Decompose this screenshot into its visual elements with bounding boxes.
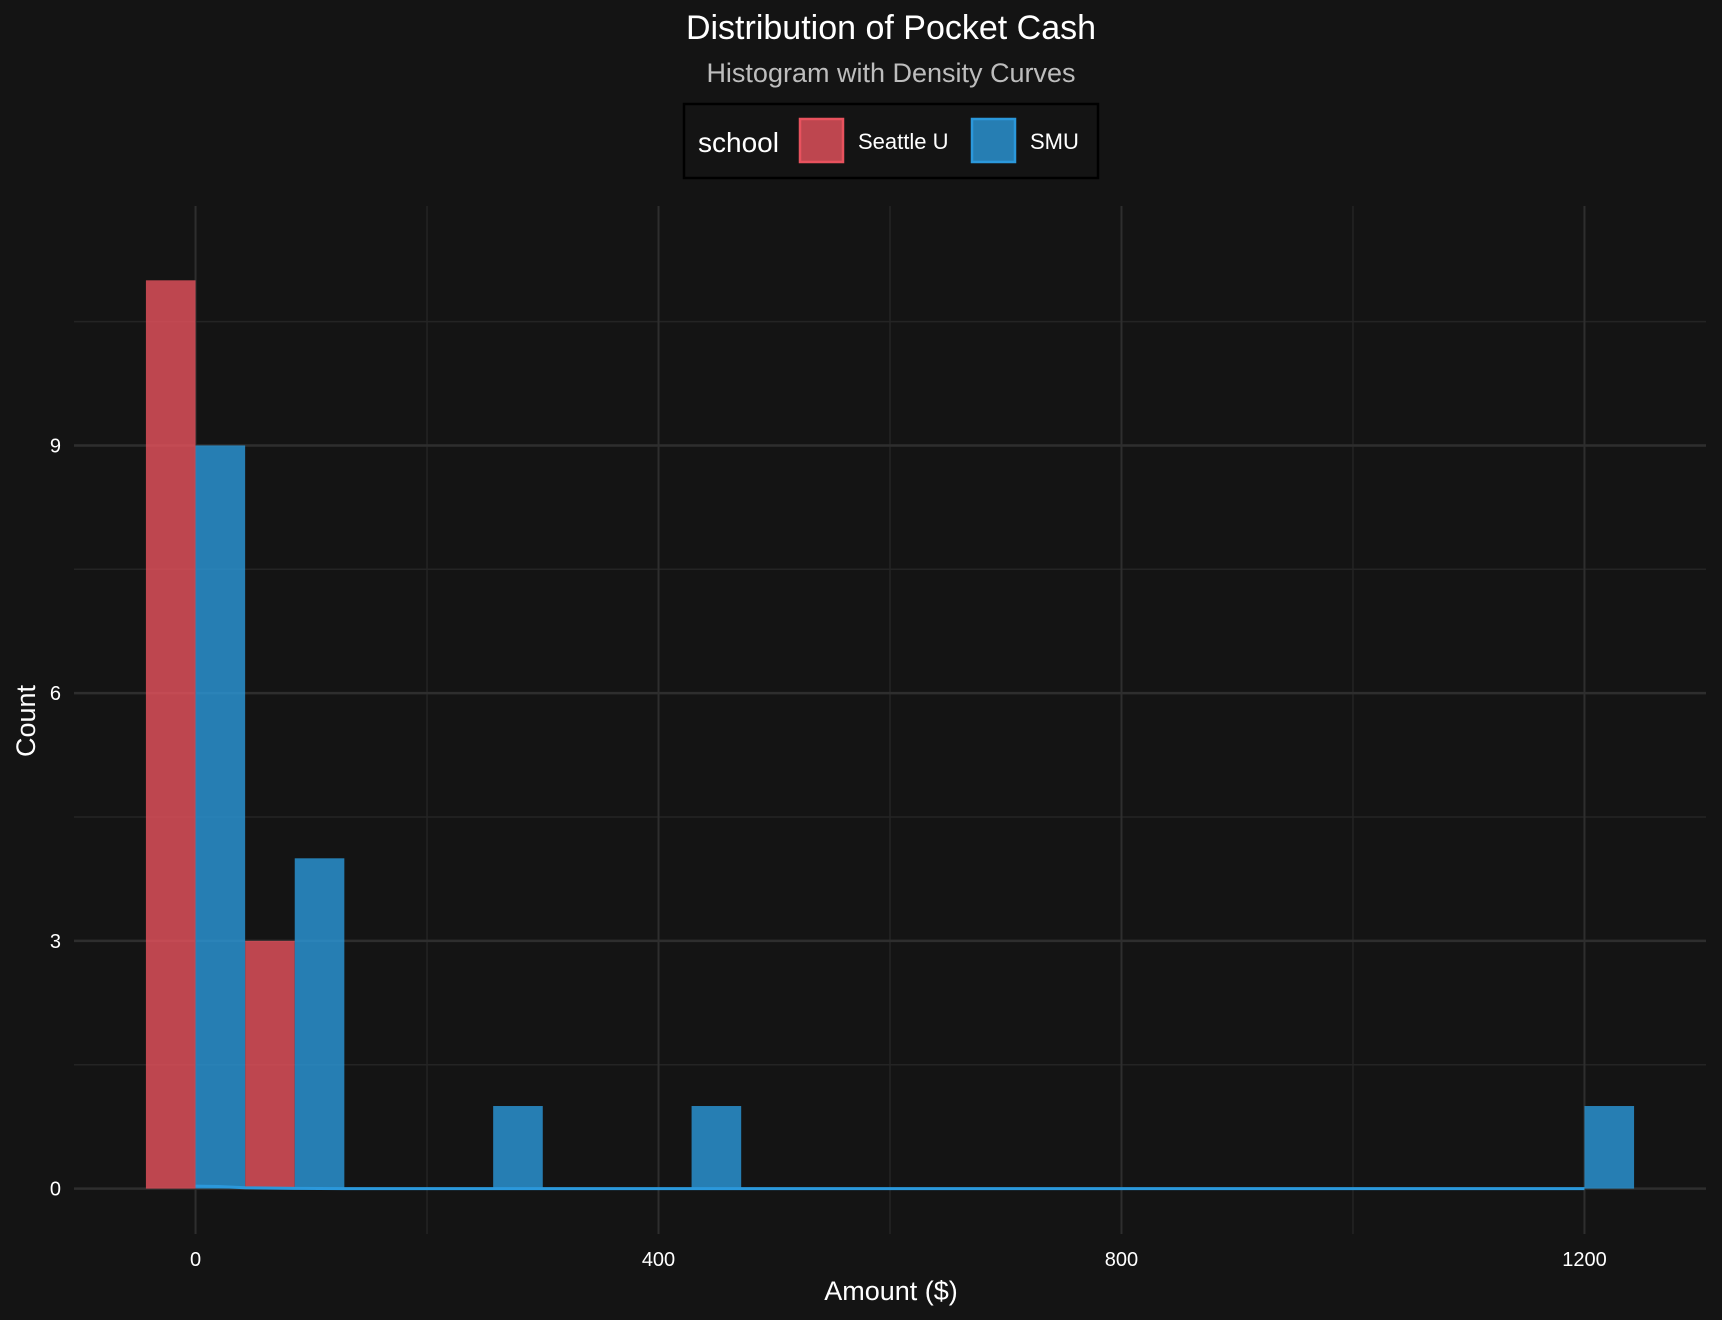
bar-smu [1584,1106,1635,1189]
x-tick-label: 1200 [1562,1249,1607,1271]
legend: school Seattle U SMU [682,102,1100,180]
y-tick-label: 0 [50,1179,61,1201]
bar-smu [493,1106,543,1189]
x-axis-ticks: 0 400 800 1200 [190,1249,1607,1271]
y-tick-label: 6 [50,683,61,705]
x-axis-title: Amount ($) [824,1276,958,1306]
bars [145,280,1635,1189]
legend-label-seattle-u: Seattle U [858,129,949,154]
y-tick-label: 3 [50,931,61,953]
density-curve-smu [195,1184,1585,1191]
x-tick-label: 400 [642,1249,675,1271]
y-axis-title: Count [11,684,41,757]
bar-smu [195,445,246,1189]
legend-label-smu: SMU [1030,129,1079,154]
x-tick-label: 0 [190,1249,201,1271]
bar-seattle-u [145,280,196,1189]
x-tick-label: 800 [1105,1249,1138,1271]
y-tick-label: 9 [50,435,61,457]
density-curves [195,1184,1585,1191]
chart-title: Distribution of Pocket Cash [686,9,1096,47]
chart-subtitle: Histogram with Density Curves [706,58,1075,88]
legend-title: school [698,127,779,158]
bar-smu [691,1106,742,1189]
grid-minor [74,206,1706,1234]
y-axis-ticks: 0 3 6 9 [50,435,61,1200]
bar-seattle-u [245,940,295,1189]
legend-key-smu [970,117,1017,164]
legend-key-seattle-u [798,117,845,164]
legend-box [682,102,1100,180]
bar-smu [294,858,345,1189]
